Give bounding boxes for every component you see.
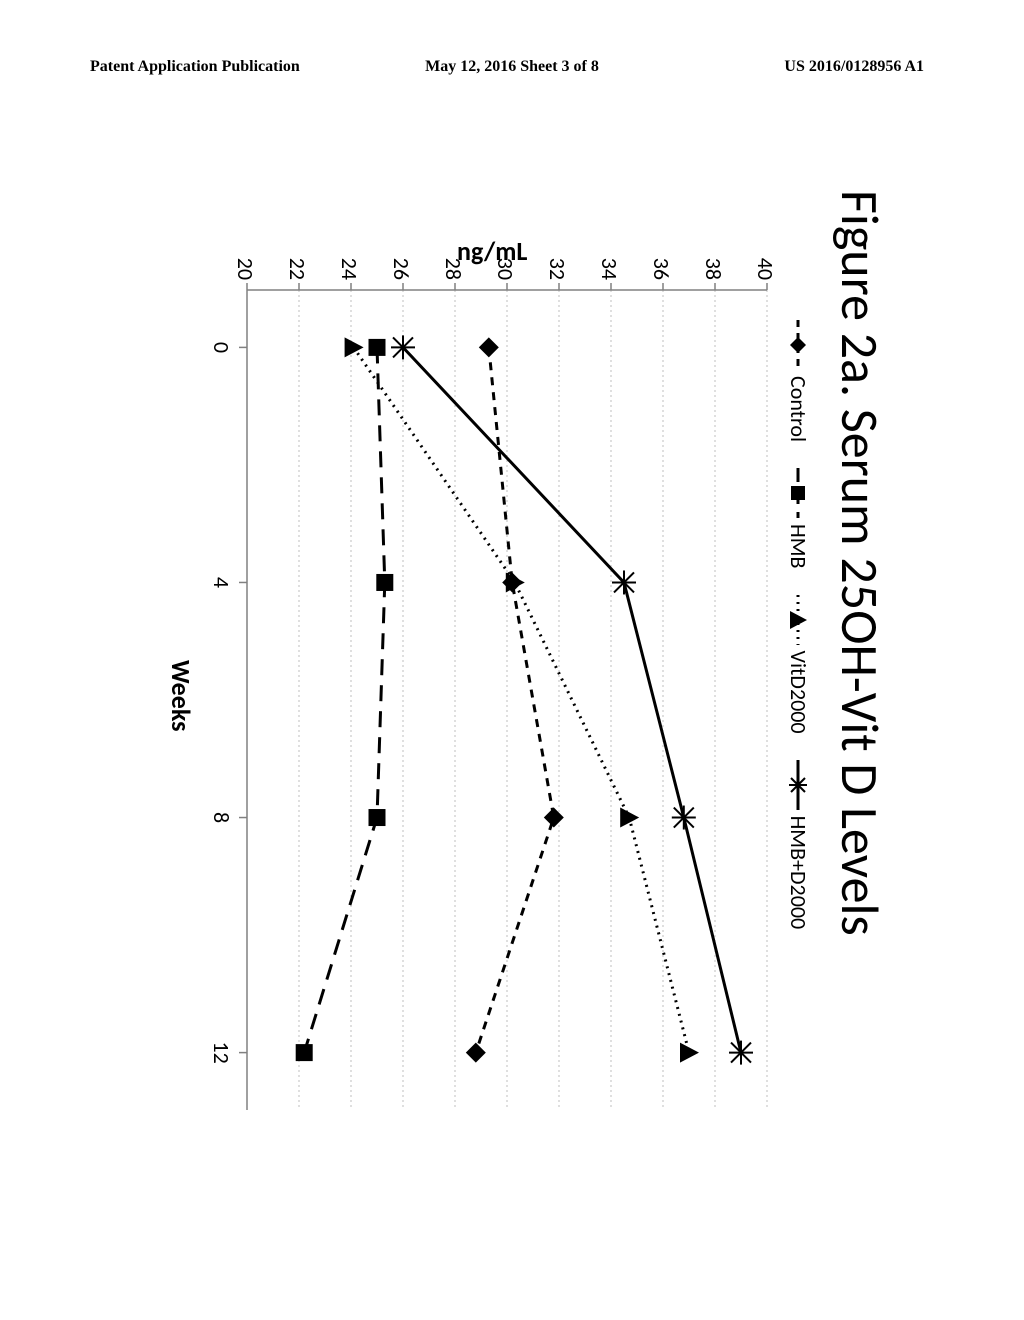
y-tick-label: 22 — [284, 240, 311, 280]
x-tick-label: 4 — [208, 562, 235, 602]
legend-swatch-vitd — [787, 595, 811, 645]
legend-item-vitd: VitD2000 — [785, 595, 812, 734]
y-tick-label: 28 — [440, 240, 467, 280]
y-tick-label: 40 — [752, 240, 779, 280]
y-tick-label: 36 — [648, 240, 675, 280]
legend-item-control: Control — [785, 320, 812, 442]
x-tick-label: 0 — [208, 327, 235, 367]
figure-container: Figure 2a. Serum 25OH-Vit D Levels Contr… — [112, 120, 912, 1270]
y-tick-label: 34 — [596, 240, 623, 280]
legend-label-vitd: VitD2000 — [785, 651, 812, 734]
header-right: US 2016/0128956 A1 — [784, 58, 924, 76]
y-tick-label: 32 — [544, 240, 571, 280]
legend-swatch-hmb — [787, 468, 811, 518]
y-tick-label: 24 — [336, 240, 363, 280]
y-tick-label: 38 — [700, 240, 727, 280]
legend-item-hmbd: HMB+D2000 — [785, 760, 812, 930]
y-tick-label: 30 — [492, 240, 519, 280]
legend-label-control: Control — [785, 376, 812, 442]
chart-plot-area — [247, 290, 767, 1110]
legend-label-hmbd: HMB+D2000 — [785, 816, 812, 930]
chart-legend: Control HMB VitD2000 — [785, 320, 812, 929]
legend-item-hmb: HMB — [785, 468, 812, 568]
legend-swatch-hmbd — [787, 760, 811, 810]
figure-title: Figure 2a. Serum 25OH-Vit D Levels — [828, 190, 892, 936]
chart-svg — [247, 290, 767, 1110]
legend-swatch-control — [787, 320, 811, 370]
x-axis-title: Weeks — [165, 660, 197, 731]
x-tick-label: 12 — [208, 1033, 235, 1073]
y-tick-label: 20 — [232, 240, 259, 280]
x-tick-label: 8 — [208, 798, 235, 838]
y-tick-label: 26 — [388, 240, 415, 280]
legend-label-hmb: HMB — [785, 524, 812, 568]
